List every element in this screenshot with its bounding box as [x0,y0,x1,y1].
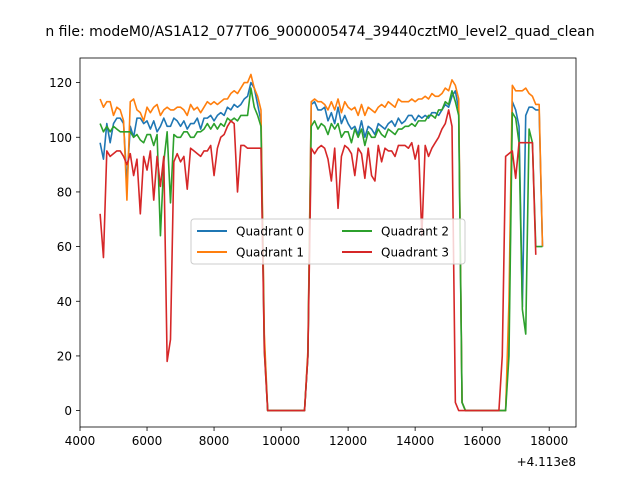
plot-frame [79,57,577,428]
x-tick-label: 14000 [396,434,434,448]
x-tick-label: 10000 [262,434,300,448]
x-tick-label: 18000 [530,434,568,448]
y-tick-label: 60 [57,240,72,254]
legend-box [190,218,466,265]
series-lines [99,73,544,412]
chart-title: n file: modeM0/AS1A12_077T06_9000005474_… [45,24,594,40]
y-tick-label: 100 [49,131,72,145]
y-tick-label: 80 [57,185,72,199]
x-tick-label: 6000 [132,434,163,448]
x-tick-label: 12000 [329,434,367,448]
x-tick-label: 4000 [65,434,96,448]
y-tick-label: 40 [57,295,72,309]
y-tick-label: 0 [64,404,72,418]
y-tick-label: 20 [57,349,72,363]
series-line-quadrant-3 [99,109,537,412]
legend: Quadrant 0 Quadrant 1 Quadrant 2 Quadrant 3 [190,218,466,265]
y-tick-label: 120 [49,76,72,90]
x-axis: 4000 6000 8000 10000 12000 14000 16000 18000 [65,427,568,448]
x-tick-label: 8000 [199,434,230,448]
x-axis-offset-label: +4.113e8 [517,455,576,469]
x-tick-label: 16000 [463,434,501,448]
legend-label: Quadrant 3 [381,246,449,260]
legend-label: Quadrant 0 [236,225,304,239]
y-axis: 0 20 40 60 80 100 120 [49,76,80,418]
legend-label: Quadrant 2 [381,225,449,239]
legend-label: Quadrant 1 [236,246,304,260]
